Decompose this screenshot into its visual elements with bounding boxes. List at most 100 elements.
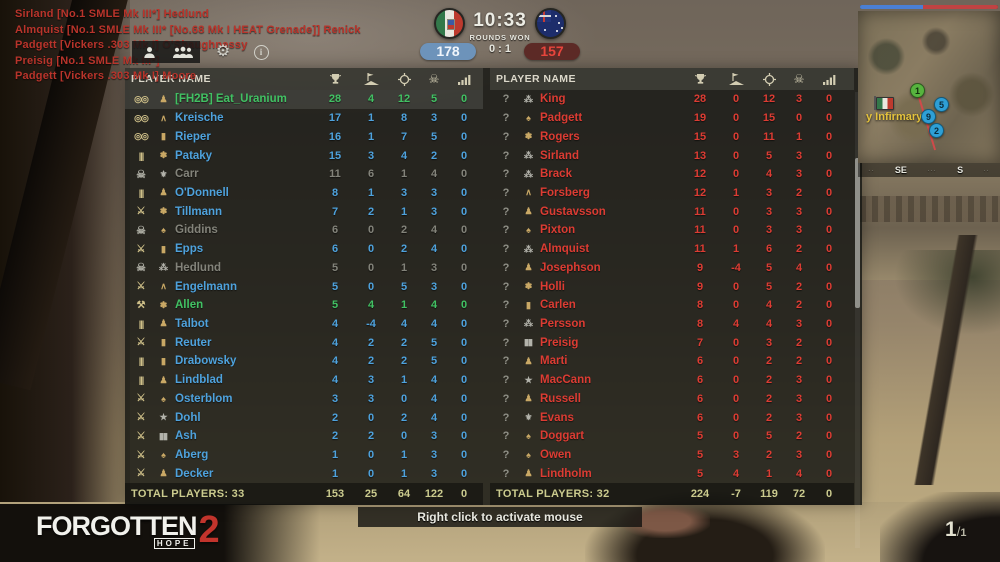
score-value: 6: [696, 392, 704, 405]
team2-ticket-count: 157: [524, 43, 580, 60]
deaths-value: 5: [430, 130, 438, 143]
kills-value: 2: [400, 411, 408, 424]
kills-value: 1: [400, 205, 408, 218]
mouse-hint-bar: Right click to activate mouse: [358, 507, 642, 527]
compass-primary: SE: [894, 165, 907, 175]
player-name: Doggart: [540, 430, 585, 443]
team2-table: PLAYER NAME ☠ ? ⁂ King 28 0 12 3 0 ? ♠ P…: [490, 68, 854, 505]
player-name: Sirland: [540, 149, 579, 162]
deaths-value: 3: [430, 449, 438, 462]
player-name: Pataky: [175, 149, 213, 162]
team1-table: PLAYER NAME ☠ ◎◎ ♟ [FH2B] Eat_Uranium 28…: [125, 68, 483, 505]
compass-strip: ·· SE ··· S ··: [858, 163, 1000, 177]
squad-list-button[interactable]: [166, 41, 200, 63]
ping-value: 0: [460, 449, 468, 462]
score-value: 17: [328, 112, 342, 125]
ping-value: 0: [825, 392, 833, 405]
deaths-value: 3: [795, 411, 803, 424]
kills-value: 4: [400, 149, 408, 162]
score-value: 11: [694, 205, 706, 218]
italy-flag-icon: [434, 8, 465, 39]
player-name: Tillmann: [175, 205, 223, 218]
game-logo: FORGOTTEN HOPE 2: [36, 511, 220, 549]
player-name-header: PLAYER NAME: [131, 73, 211, 85]
score-value: 5: [696, 449, 704, 462]
kills-value: 0: [400, 430, 408, 443]
player-row: ||| ✽ Pataky 15 3 4 2 0: [125, 146, 483, 165]
player-name: Allen: [175, 299, 204, 312]
hud-toolbar: ⚙ i: [132, 41, 276, 63]
kills-value: 7: [400, 130, 408, 143]
kit-icon: |||: [138, 187, 145, 198]
deaths-value: 2: [795, 355, 803, 368]
player-name: Marti: [540, 355, 568, 368]
scoreboard-scrollbar[interactable]: [855, 92, 860, 548]
kills-value: 12: [397, 93, 411, 106]
compass-ticks: ··: [983, 166, 990, 174]
score-value: 13: [693, 149, 707, 162]
kills-value: 3: [765, 205, 773, 218]
kills-column-icon: [389, 72, 419, 86]
team1-ticket-count: 178: [420, 43, 476, 60]
score-value: 15: [328, 149, 342, 162]
player-name: Pixton: [540, 224, 576, 237]
deaths-value: 4: [430, 224, 438, 237]
deaths-column-icon: ☠: [793, 72, 805, 86]
scrollbar-thumb[interactable]: [855, 158, 860, 308]
rank-icon: ∧: [525, 187, 532, 198]
rounds-won-label: ROUNDS WON: [469, 33, 531, 42]
score-value: 4: [331, 374, 339, 387]
rank-icon: ⁂: [524, 150, 533, 161]
info-button[interactable]: i: [246, 41, 276, 63]
kit-icon: ⚔: [136, 412, 146, 424]
deaths-value: 3: [795, 168, 803, 181]
settings-button[interactable]: ⚙: [208, 41, 238, 63]
player-row: ? ♟ Marti 6 0 2 2 0: [490, 352, 854, 371]
flag-captures-value: 0: [732, 430, 740, 443]
table-header: PLAYER NAME ☠: [125, 68, 483, 90]
kit-icon: ?: [502, 317, 510, 330]
kit-icon: ?: [502, 261, 510, 274]
kit-icon: ?: [502, 299, 510, 312]
bottom-left-shadow: [0, 504, 320, 562]
flag-captures-value: 0: [732, 130, 740, 143]
kit-icon: ?: [502, 392, 510, 405]
player-row: ? ▮▮ Preisig 7 0 3 2 0: [490, 333, 854, 352]
player-name: Giddins: [175, 224, 218, 237]
player-name: Russell: [540, 392, 581, 405]
kills-value: 2: [400, 336, 408, 349]
player-list-button[interactable]: [132, 41, 166, 63]
rank-icon: ∧: [160, 281, 167, 292]
deaths-value: 4: [795, 467, 803, 480]
rank-icon: ⚜: [524, 412, 532, 423]
kit-icon: |||: [138, 356, 145, 367]
deaths-value: 3: [430, 430, 438, 443]
ping-value: 0: [460, 430, 468, 443]
rank-icon: ✽: [159, 299, 168, 310]
score-value: 11: [329, 168, 341, 181]
deaths-value: 4: [430, 299, 438, 312]
score-value: 7: [696, 336, 704, 349]
total-players-label: TOTAL PLAYERS: 32: [496, 488, 610, 500]
player-row: ⚔ ∧ Engelmann 5 0 5 3 0: [125, 277, 483, 296]
player-name: Forsberg: [540, 186, 590, 199]
ammo-current: 1: [945, 518, 957, 541]
kit-icon: ?: [502, 168, 510, 181]
kills-value: 1: [400, 261, 408, 274]
flag-captures-value: -4: [366, 317, 376, 330]
control-point-label: y Infirmary: [866, 111, 923, 123]
player-name: Carlen: [540, 299, 576, 312]
player-row: ⚔ ▮ Epps 6 0 2 4 0: [125, 240, 483, 259]
kills-value: 4: [765, 168, 773, 181]
flag-captures-value: 3: [367, 149, 375, 162]
player-row: ? ⁂ Persson 8 4 4 3 0: [490, 315, 854, 334]
player-name: Rieper: [175, 130, 211, 143]
ping-value: 0: [460, 374, 468, 387]
score-value: 7: [331, 205, 339, 218]
rounds-won-score: 0 : 1: [488, 43, 511, 55]
kit-icon: ◎◎: [134, 131, 149, 142]
person-icon: [143, 46, 156, 59]
deaths-value: 4: [430, 317, 438, 330]
score-value: 6: [331, 243, 339, 256]
